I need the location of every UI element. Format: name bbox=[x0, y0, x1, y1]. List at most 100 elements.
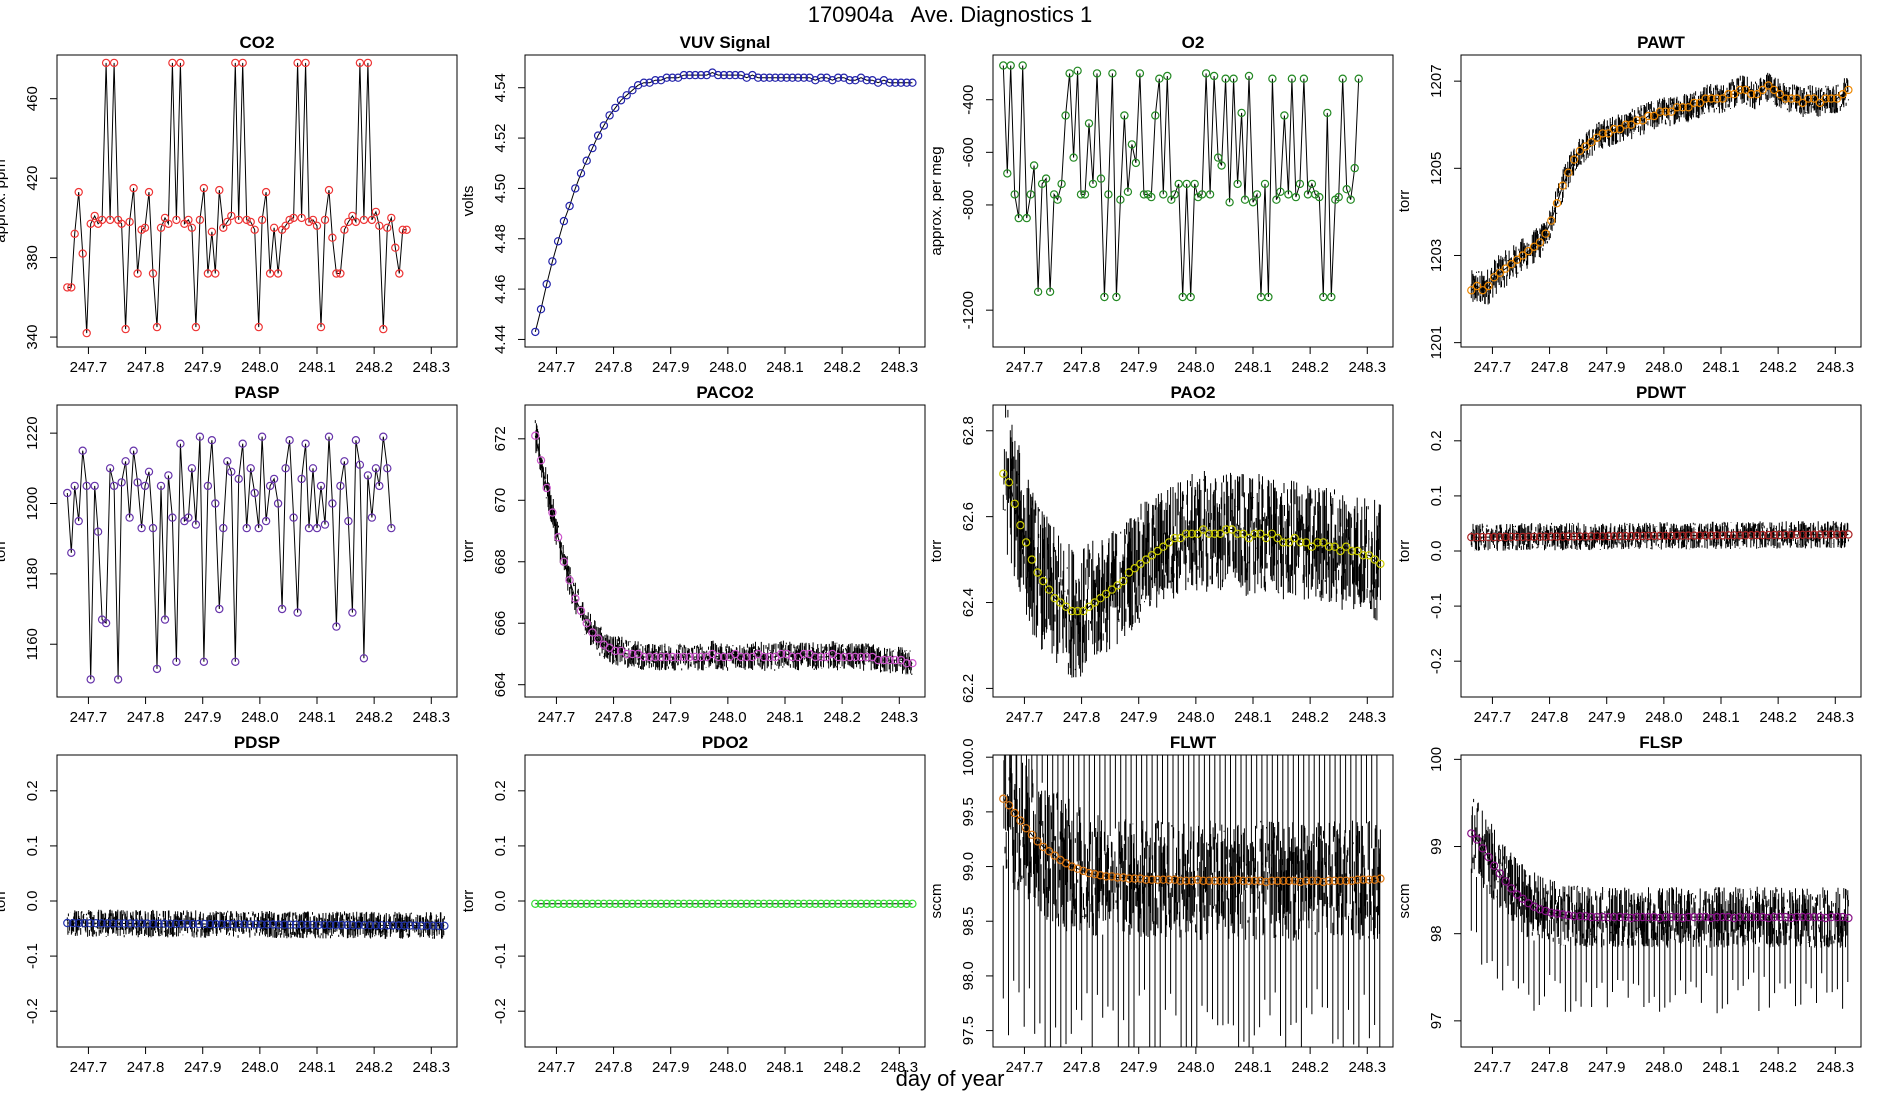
data-point bbox=[1552, 909, 1562, 918]
y-tick-label: 62.4 bbox=[960, 588, 977, 617]
data-point bbox=[1649, 111, 1659, 121]
data-point bbox=[908, 659, 917, 668]
data-point bbox=[1178, 292, 1187, 302]
data-point bbox=[1832, 530, 1842, 539]
data-point bbox=[1472, 835, 1482, 844]
data-point bbox=[1039, 576, 1048, 586]
data-point bbox=[1334, 192, 1343, 202]
y-axis-label: torr bbox=[0, 890, 9, 913]
data-point bbox=[679, 652, 689, 662]
data-point bbox=[1689, 531, 1699, 540]
data-point bbox=[217, 920, 226, 929]
data-point bbox=[240, 920, 249, 929]
data-point bbox=[1136, 874, 1145, 883]
plot-area bbox=[999, 755, 1385, 1047]
data-point bbox=[289, 213, 298, 223]
data-point bbox=[1330, 542, 1339, 551]
data-point bbox=[383, 464, 392, 473]
data-point bbox=[312, 523, 322, 533]
data-point bbox=[144, 467, 154, 476]
data-point bbox=[1130, 564, 1139, 573]
data-point bbox=[188, 919, 198, 929]
data-point bbox=[833, 73, 843, 82]
data-point bbox=[673, 899, 683, 909]
data-point bbox=[1684, 103, 1693, 112]
data-point bbox=[328, 499, 337, 508]
data-point bbox=[1632, 116, 1642, 125]
data-point bbox=[371, 464, 381, 473]
data-point bbox=[696, 652, 706, 662]
y-axis-label: torr bbox=[1396, 190, 1413, 213]
data-point bbox=[1541, 229, 1550, 238]
data-point bbox=[63, 918, 72, 928]
data-point bbox=[261, 516, 271, 526]
data-point bbox=[168, 513, 177, 522]
data-point bbox=[316, 322, 326, 332]
data-point bbox=[862, 652, 871, 662]
data-point bbox=[868, 899, 877, 909]
data-point bbox=[1781, 94, 1790, 103]
data-point bbox=[1821, 94, 1830, 103]
data-point bbox=[902, 899, 911, 909]
data-point bbox=[833, 652, 843, 662]
data-point bbox=[80, 919, 89, 928]
data-point bbox=[411, 921, 421, 930]
data-point bbox=[1695, 98, 1705, 108]
data-point bbox=[1832, 912, 1842, 922]
data-point bbox=[351, 436, 361, 445]
data-point bbox=[1044, 585, 1054, 594]
data-point bbox=[742, 652, 751, 662]
data-point bbox=[324, 185, 334, 195]
x-tick-label: 248.1 bbox=[298, 709, 336, 726]
data-point bbox=[1364, 551, 1374, 560]
data-point bbox=[1104, 190, 1113, 199]
data-point bbox=[1621, 912, 1630, 922]
data-point bbox=[1141, 555, 1151, 564]
data-point bbox=[1821, 913, 1830, 923]
x-tick-label: 248.1 bbox=[1234, 359, 1272, 376]
panel-pdsp: PDSP torr 247.7 247.8 247.9 248.0 248.1 248.2 24… bbox=[0, 733, 458, 1076]
x-axis-label: day of year bbox=[895, 1066, 1005, 1091]
data-point bbox=[1558, 532, 1567, 541]
data-point bbox=[101, 618, 111, 628]
x-tick-label: 248.1 bbox=[766, 1059, 804, 1076]
data-point bbox=[1050, 851, 1059, 860]
data-point bbox=[148, 523, 158, 533]
data-point bbox=[1501, 532, 1510, 542]
data-point bbox=[1284, 190, 1293, 199]
data-point bbox=[1472, 281, 1482, 291]
data-point bbox=[1804, 912, 1813, 922]
data-point bbox=[1489, 273, 1499, 282]
data-point bbox=[103, 919, 112, 928]
data-point bbox=[1478, 532, 1487, 542]
data-point bbox=[691, 899, 700, 909]
y-tick-label: 666 bbox=[492, 611, 509, 636]
data-point bbox=[1467, 829, 1476, 838]
x-tick-label: 248.0 bbox=[241, 359, 279, 376]
data-point bbox=[1261, 533, 1271, 543]
data-point bbox=[1181, 876, 1191, 886]
data-point bbox=[114, 919, 123, 928]
plot-frame bbox=[56, 754, 458, 1048]
data-point bbox=[822, 899, 831, 909]
data-point bbox=[105, 215, 115, 225]
data-point bbox=[845, 75, 854, 85]
data-point bbox=[1096, 871, 1105, 880]
data-point bbox=[1050, 594, 1059, 603]
data-point bbox=[405, 921, 415, 930]
data-point bbox=[137, 523, 146, 533]
data-point bbox=[238, 58, 247, 68]
data-point bbox=[1604, 912, 1613, 922]
data-point bbox=[1193, 529, 1202, 539]
data-point bbox=[719, 70, 729, 80]
x-tick-label: 247.7 bbox=[70, 1059, 108, 1076]
data-point bbox=[234, 920, 243, 929]
data-point bbox=[1301, 538, 1311, 547]
plot-frame bbox=[1460, 754, 1862, 1048]
data-point bbox=[1655, 913, 1665, 923]
x-tick-label: 247.9 bbox=[184, 709, 222, 726]
data-point bbox=[1244, 71, 1254, 81]
data-point bbox=[753, 73, 763, 82]
x-tick-label: 247.9 bbox=[184, 1059, 222, 1076]
data-point bbox=[82, 481, 91, 491]
